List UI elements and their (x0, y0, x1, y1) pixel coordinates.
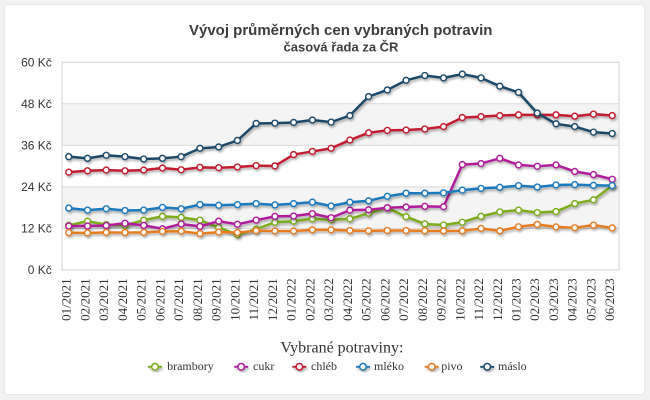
svg-text:máslo: máslo (498, 359, 527, 373)
svg-text:05/2023: 05/2023 (583, 278, 598, 321)
svg-text:01/2022: 01/2022 (284, 278, 299, 321)
svg-text:06/2021: 06/2021 (152, 278, 167, 321)
svg-text:02/2022: 02/2022 (302, 278, 317, 321)
svg-text:03/2023: 03/2023 (546, 278, 561, 321)
svg-text:06/2022: 06/2022 (377, 278, 392, 321)
svg-text:0 Kč: 0 Kč (28, 263, 52, 277)
svg-text:04/2021: 04/2021 (115, 278, 130, 321)
svg-text:01/2023: 01/2023 (509, 278, 524, 321)
svg-text:12/2022: 12/2022 (490, 278, 505, 321)
svg-text:05/2022: 05/2022 (359, 278, 374, 321)
svg-text:06/2023: 06/2023 (602, 278, 617, 321)
svg-text:10/2021: 10/2021 (227, 278, 242, 321)
svg-text:Vývoj průměrných cen vybraných: Vývoj průměrných cen vybraných potravin (189, 22, 492, 39)
svg-text:24 Kč: 24 Kč (21, 180, 52, 194)
svg-text:05/2021: 05/2021 (134, 278, 149, 321)
svg-text:mléko: mléko (374, 359, 404, 373)
svg-text:03/2022: 03/2022 (321, 278, 336, 321)
svg-text:02/2023: 02/2023 (527, 278, 542, 321)
svg-text:časová řada za ČR: časová řada za ČR (284, 40, 400, 55)
svg-text:07/2022: 07/2022 (396, 278, 411, 321)
svg-text:09/2022: 09/2022 (434, 278, 449, 321)
svg-text:11/2022: 11/2022 (471, 278, 486, 320)
svg-text:03/2021: 03/2021 (96, 278, 111, 321)
svg-text:11/2021: 11/2021 (246, 278, 261, 320)
svg-text:12 Kč: 12 Kč (21, 222, 52, 236)
svg-text:48 Kč: 48 Kč (21, 97, 52, 111)
svg-text:02/2021: 02/2021 (77, 278, 92, 321)
svg-text:08/2022: 08/2022 (415, 278, 430, 321)
svg-text:07/2021: 07/2021 (171, 278, 186, 321)
svg-text:08/2021: 08/2021 (190, 278, 205, 321)
svg-text:60 Kč: 60 Kč (21, 55, 52, 69)
svg-text:04/2023: 04/2023 (565, 278, 580, 321)
svg-text:01/2021: 01/2021 (59, 278, 74, 321)
svg-text:cukr: cukr (253, 359, 274, 373)
svg-text:04/2022: 04/2022 (340, 278, 355, 321)
svg-text:Vybrané potraviny:: Vybrané potraviny: (280, 339, 403, 356)
svg-text:36 Kč: 36 Kč (21, 138, 52, 152)
svg-text:09/2021: 09/2021 (209, 278, 224, 321)
svg-text:chléb: chléb (311, 359, 337, 373)
svg-text:12/2021: 12/2021 (265, 278, 280, 321)
svg-text:10/2022: 10/2022 (452, 278, 467, 321)
svg-text:pivo: pivo (441, 359, 462, 373)
svg-text:brambory: brambory (167, 359, 214, 373)
